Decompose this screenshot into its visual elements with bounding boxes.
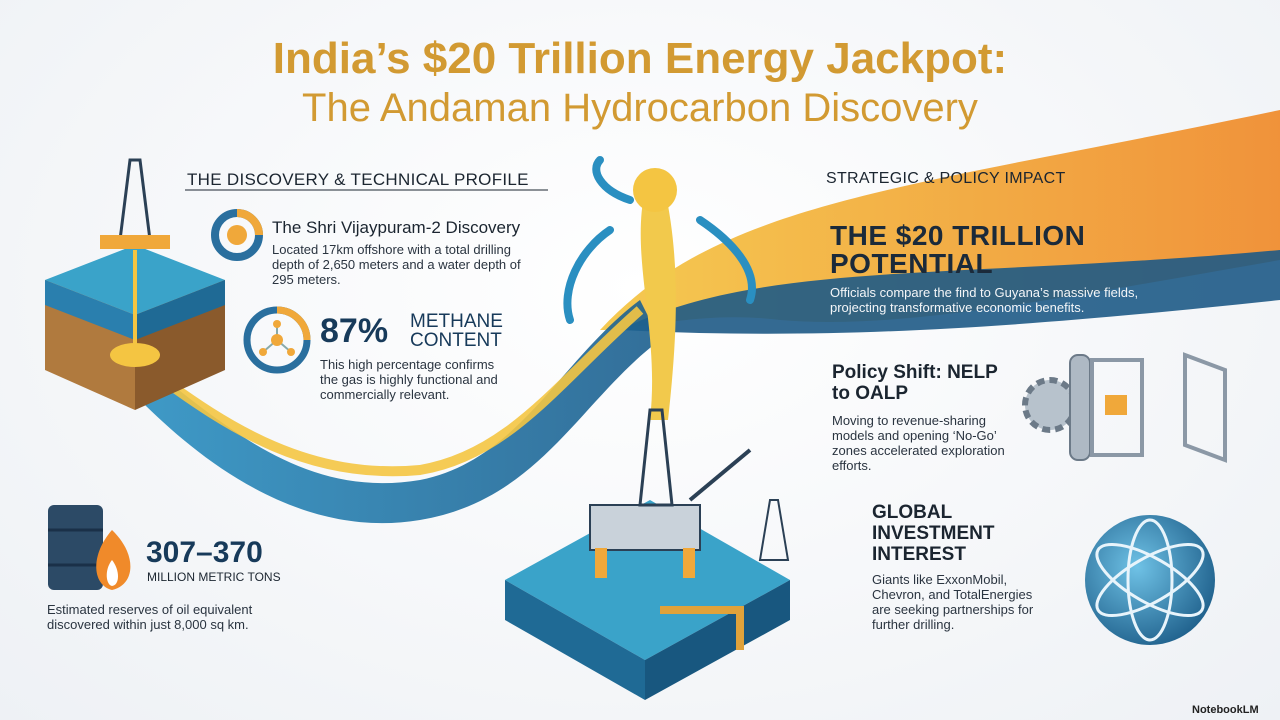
section-heading: THE DISCOVERY & TECHNICAL PROFILE [187,170,529,189]
stat-unit: MILLION METRIC TONS [147,570,281,584]
fountain [640,190,676,420]
left-platform [45,158,225,410]
item-body: This high percentage confirms the gas is… [320,357,498,402]
stat: 307–370 [146,536,263,569]
wave [147,306,644,477]
globe-icon [1085,515,1215,645]
item-body: Giants like ExxonMobil, Chevron, and Tot… [872,572,1034,632]
fountain [633,168,677,212]
wave [140,300,660,524]
item-body: Located 17km offshore with a total drill… [272,242,521,287]
barrel-icon [48,505,131,590]
stat-label: METHANE CONTENT [410,311,503,351]
stat: 87% [320,312,389,350]
section-heading: STRATEGIC & POLICY IMPACT [826,170,1066,187]
spray [563,156,756,324]
swoosh-band [620,250,1280,334]
molecule-icon [243,306,311,374]
item-body: Officials compare the find to Guyana’s m… [830,285,1139,315]
item-title: GLOBAL INVESTMENT INTEREST [872,502,995,565]
item-title: Policy Shift: NELP to OALP [832,362,998,404]
target-icon [211,209,263,261]
subtitle: The Andaman Hydrocarbon Discovery [302,86,978,130]
watermark: NotebookLM [1192,704,1259,716]
item-title: The Shri Vijaypuram-2 Discovery [272,218,521,237]
title: India’s $20 Trillion Energy Jackpot: [272,34,1008,83]
center-platform [505,408,790,700]
item-title: THE $20 TRILLION POTENTIAL [830,220,1086,279]
item-body: Moving to revenue-sharing models and ope… [832,413,1005,473]
item-body: Estimated reserves of oil equivalent dis… [47,602,253,632]
policy-icon [1022,352,1227,463]
